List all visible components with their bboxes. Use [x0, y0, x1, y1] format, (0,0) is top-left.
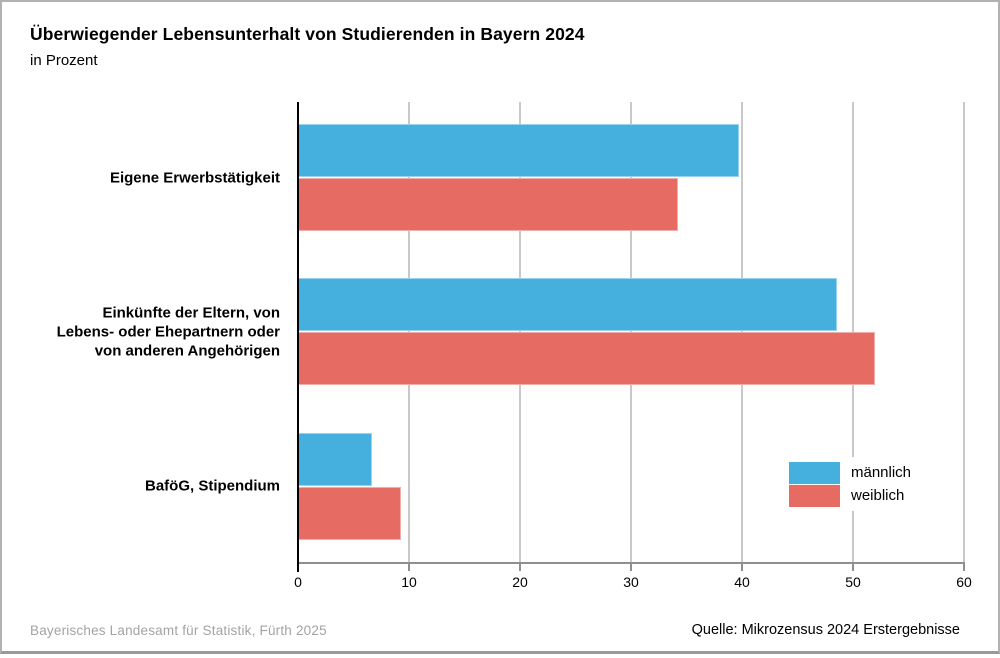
category-label-1: Eigene Erwerbstätigkeit	[22, 169, 280, 188]
category-label-line: Eigene Erwerbstätigkeit	[109, 169, 280, 187]
category-label-line: BaföG, Stipendium	[145, 477, 280, 495]
x-tick-20	[519, 562, 521, 571]
gridline-x-60	[963, 102, 965, 562]
x-tick-label-50: 50	[845, 574, 861, 590]
legend-swatch-weiblich	[789, 484, 840, 507]
plot-area	[297, 102, 965, 572]
x-tick-label-60: 60	[956, 574, 972, 590]
bar-männlich-2	[298, 278, 838, 331]
bar-männlich-3	[298, 433, 373, 486]
legend-label: männlich	[851, 464, 912, 481]
y-axis-line	[297, 102, 299, 572]
x-axis-line	[298, 562, 965, 564]
chart-subtitle: in Prozent	[30, 52, 98, 69]
legend-item-männlich: männlich	[789, 461, 947, 484]
x-tick-40	[741, 562, 743, 571]
category-label-2: Einkünfte der Eltern, von Lebens- oder Eh…	[22, 304, 280, 361]
bar-weiblich-3	[298, 487, 402, 540]
bar-weiblich-2	[298, 332, 876, 385]
bar-weiblich-1	[298, 178, 678, 231]
source-note: Quelle: Mikrozensus 2024 Erstergebnisse	[691, 622, 960, 638]
x-tick-label-10: 10	[401, 574, 417, 590]
legend: männlich weiblich	[783, 457, 947, 511]
chart-title: Überwiegender Lebensunterhalt von Studie…	[30, 24, 585, 44]
category-label-line: Einkünfte der Eltern, von	[102, 304, 280, 322]
legend-item-weiblich: weiblich	[789, 484, 947, 507]
x-tick-50	[852, 562, 854, 571]
x-tick-10	[408, 562, 410, 571]
x-tick-label-40: 40	[734, 574, 750, 590]
x-tick-label-20: 20	[512, 574, 528, 590]
category-label-line: von anderen Angehörigen	[94, 342, 280, 360]
x-tick-label-0: 0	[294, 574, 302, 590]
bar-männlich-1	[298, 124, 739, 177]
legend-swatch-männlich	[789, 461, 840, 484]
publisher-credit: Bayerisches Landesamt für Statistik, Für…	[30, 623, 327, 638]
x-axis-tick-labels: 0 10 20 30 40 50 60	[294, 574, 972, 592]
category-label-3: BaföG, Stipendium	[22, 477, 280, 496]
category-label-line: Lebens- oder Ehepartnern oder	[56, 323, 280, 341]
x-tick-label-30: 30	[623, 574, 639, 590]
x-tick-60	[963, 562, 965, 571]
legend-label: weiblich	[851, 487, 905, 504]
x-tick-30	[630, 562, 632, 571]
